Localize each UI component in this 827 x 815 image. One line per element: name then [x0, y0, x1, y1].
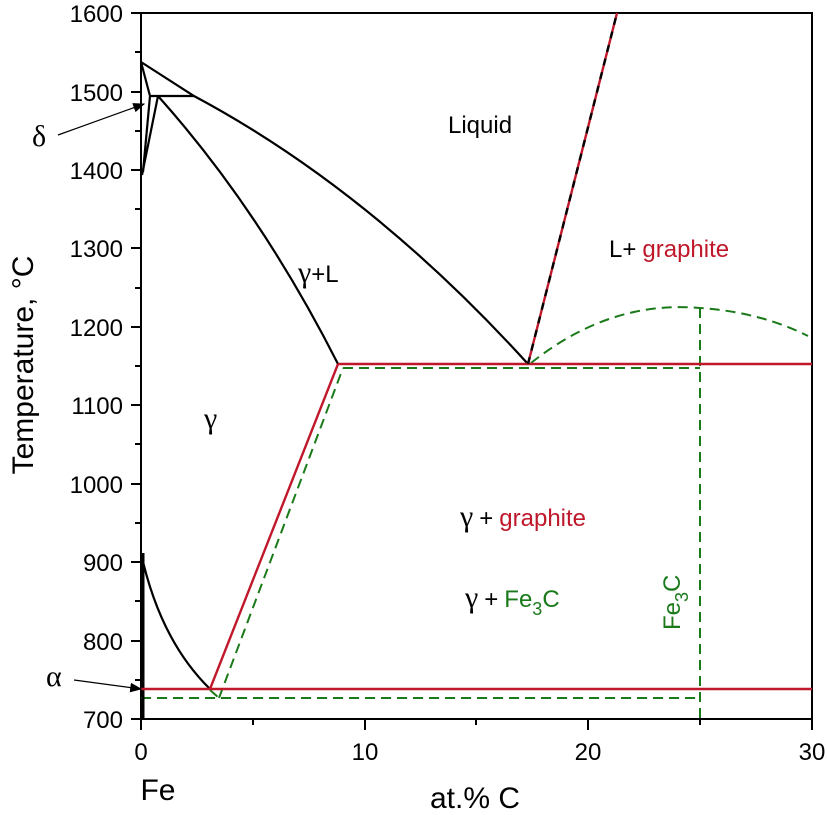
stable-lines	[141, 362, 812, 691]
label-liquid: Liquid	[448, 112, 512, 139]
y-tick-1200: 1200	[70, 315, 123, 342]
label-delta: δ	[32, 120, 46, 153]
y-tick-700: 700	[83, 707, 123, 734]
gamma-fe3c-solvus	[218, 367, 344, 699]
y-tick-1600: 1600	[70, 1, 123, 28]
delta-arrow	[57, 103, 146, 136]
gamma-fe3c-solvus-end	[209, 689, 220, 699]
y-tick-900: 900	[83, 550, 123, 577]
x-tick-10: 10	[352, 739, 379, 766]
x-axis-title: at.% C	[430, 782, 520, 815]
alpha-arrow	[73, 679, 143, 693]
label-gamma: γ	[203, 402, 217, 435]
y-tick-1100: 1100	[71, 393, 123, 420]
x-axis-ticks	[140, 719, 813, 730]
y-axis-ticks	[131, 12, 141, 720]
y-tick-1500: 1500	[70, 80, 123, 107]
x-tick-0: 0	[134, 739, 147, 766]
label-fe3c-vertical: Fe3C	[659, 575, 692, 630]
label-gamma-plus-liquid: γ+L	[297, 256, 339, 289]
x-tick-20: 20	[575, 739, 602, 766]
x-tick-labels: 0 10 20 30	[134, 739, 825, 766]
y-tick-labels: 1600 1500 1400 1300 1200 1100 1000 900 8…	[70, 1, 123, 734]
boundary-lines	[139, 61, 529, 719]
y-tick-800: 800	[83, 629, 123, 656]
y-tick-1000: 1000	[70, 472, 123, 499]
x-tick-30: 30	[799, 739, 826, 766]
delta-solidus	[139, 61, 152, 97]
gamma-solidus	[157, 95, 339, 365]
label-alpha: α	[46, 660, 62, 693]
liquidus-gamma	[140, 61, 529, 365]
label-liquid-graphite: L+ graphite	[609, 236, 729, 263]
metastable-lines	[141, 306, 809, 719]
alpha-gamma-boundary	[139, 552, 211, 690]
delta-gamma-solvus-2	[140, 95, 160, 176]
label-gamma-fe3c: γ + Fe3C	[464, 581, 560, 619]
graphite-liquidus	[526, 12, 619, 365]
fe3c-liquidus	[530, 306, 809, 364]
label-gamma-graphite: γ + graphite	[459, 500, 586, 533]
x-origin-label-fe: Fe	[140, 774, 175, 807]
gamma-graphite-solvus	[208, 363, 340, 690]
y-tick-1400: 1400	[70, 158, 123, 185]
y-tick-1300: 1300	[70, 236, 123, 263]
y-axis-title: Temperature, °C	[7, 256, 40, 475]
